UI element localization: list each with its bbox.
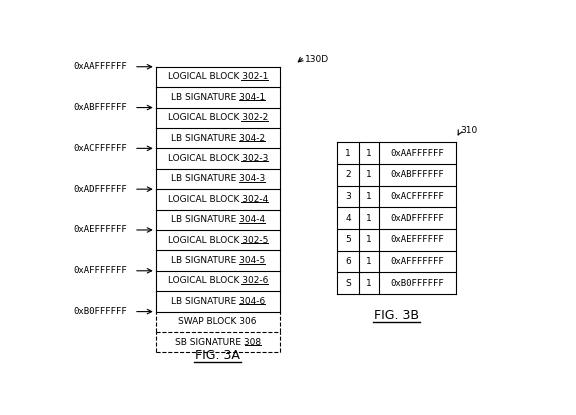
Text: LOGICAL BLOCK 302-5: LOGICAL BLOCK 302-5 xyxy=(168,236,268,245)
Text: 1: 1 xyxy=(366,192,372,201)
Text: FIG. 3A: FIG. 3A xyxy=(195,349,240,361)
Text: 0xAEFFFFFF: 0xAEFFFFFF xyxy=(391,235,445,244)
Text: LB SIGNATURE 304-3: LB SIGNATURE 304-3 xyxy=(170,174,265,183)
Text: 1: 1 xyxy=(366,149,372,158)
Text: 4: 4 xyxy=(345,214,351,222)
Text: SWAP BLOCK 306: SWAP BLOCK 306 xyxy=(179,317,257,326)
Text: 2: 2 xyxy=(345,170,351,179)
Text: LB SIGNATURE 304-6: LB SIGNATURE 304-6 xyxy=(170,297,265,306)
Text: 0xACFFFFFF: 0xACFFFFFF xyxy=(74,144,127,153)
Text: 0xABFFFFFF: 0xABFFFFFF xyxy=(74,103,127,112)
Text: 0xABFFFFFF: 0xABFFFFFF xyxy=(391,170,445,179)
Text: 0xACFFFFFF: 0xACFFFFFF xyxy=(391,192,445,201)
Text: 0xAFFFFFFF: 0xAFFFFFFF xyxy=(391,257,445,266)
Text: 1: 1 xyxy=(366,278,372,288)
Text: 0xADFFFFFF: 0xADFFFFFF xyxy=(391,214,445,222)
Text: 0xB0FFFFFF: 0xB0FFFFFF xyxy=(74,307,127,316)
Text: 130D: 130D xyxy=(305,55,329,64)
Text: LB SIGNATURE 304-4: LB SIGNATURE 304-4 xyxy=(170,215,265,224)
Text: LOGICAL BLOCK 302-3: LOGICAL BLOCK 302-3 xyxy=(168,154,268,163)
Text: LOGICAL BLOCK 302-4: LOGICAL BLOCK 302-4 xyxy=(168,195,268,204)
Text: LB SIGNATURE 304-5: LB SIGNATURE 304-5 xyxy=(170,256,265,265)
Text: FIG. 3B: FIG. 3B xyxy=(374,309,419,322)
Text: 0xADFFFFFF: 0xADFFFFFF xyxy=(74,185,127,194)
Text: LB SIGNATURE 304-2: LB SIGNATURE 304-2 xyxy=(170,134,265,143)
Text: 0xAEFFFFFF: 0xAEFFFFFF xyxy=(74,225,127,234)
Text: 1: 1 xyxy=(345,149,351,158)
Text: 6: 6 xyxy=(345,257,351,266)
Text: 1: 1 xyxy=(366,214,372,222)
Text: LOGICAL BLOCK 302-1: LOGICAL BLOCK 302-1 xyxy=(168,73,268,81)
Text: S: S xyxy=(345,278,351,288)
Text: 1: 1 xyxy=(366,170,372,179)
Text: 310: 310 xyxy=(460,126,478,135)
Text: 0xB0FFFFFF: 0xB0FFFFFF xyxy=(391,278,445,288)
Text: SB SIGNATURE 308: SB SIGNATURE 308 xyxy=(175,338,261,347)
Text: LB SIGNATURE 304-1: LB SIGNATURE 304-1 xyxy=(170,93,265,102)
Text: 1: 1 xyxy=(366,235,372,244)
Text: LOGICAL BLOCK 302-2: LOGICAL BLOCK 302-2 xyxy=(168,113,268,122)
Text: 5: 5 xyxy=(345,235,351,244)
Text: 0xAFFFFFFF: 0xAFFFFFFF xyxy=(74,266,127,275)
Text: 1: 1 xyxy=(366,257,372,266)
Text: LOGICAL BLOCK 302-6: LOGICAL BLOCK 302-6 xyxy=(168,276,268,286)
Text: 3: 3 xyxy=(345,192,351,201)
Text: 0xAAFFFFFF: 0xAAFFFFFF xyxy=(74,62,127,71)
Text: 0xAAFFFFFF: 0xAAFFFFFF xyxy=(391,149,445,158)
